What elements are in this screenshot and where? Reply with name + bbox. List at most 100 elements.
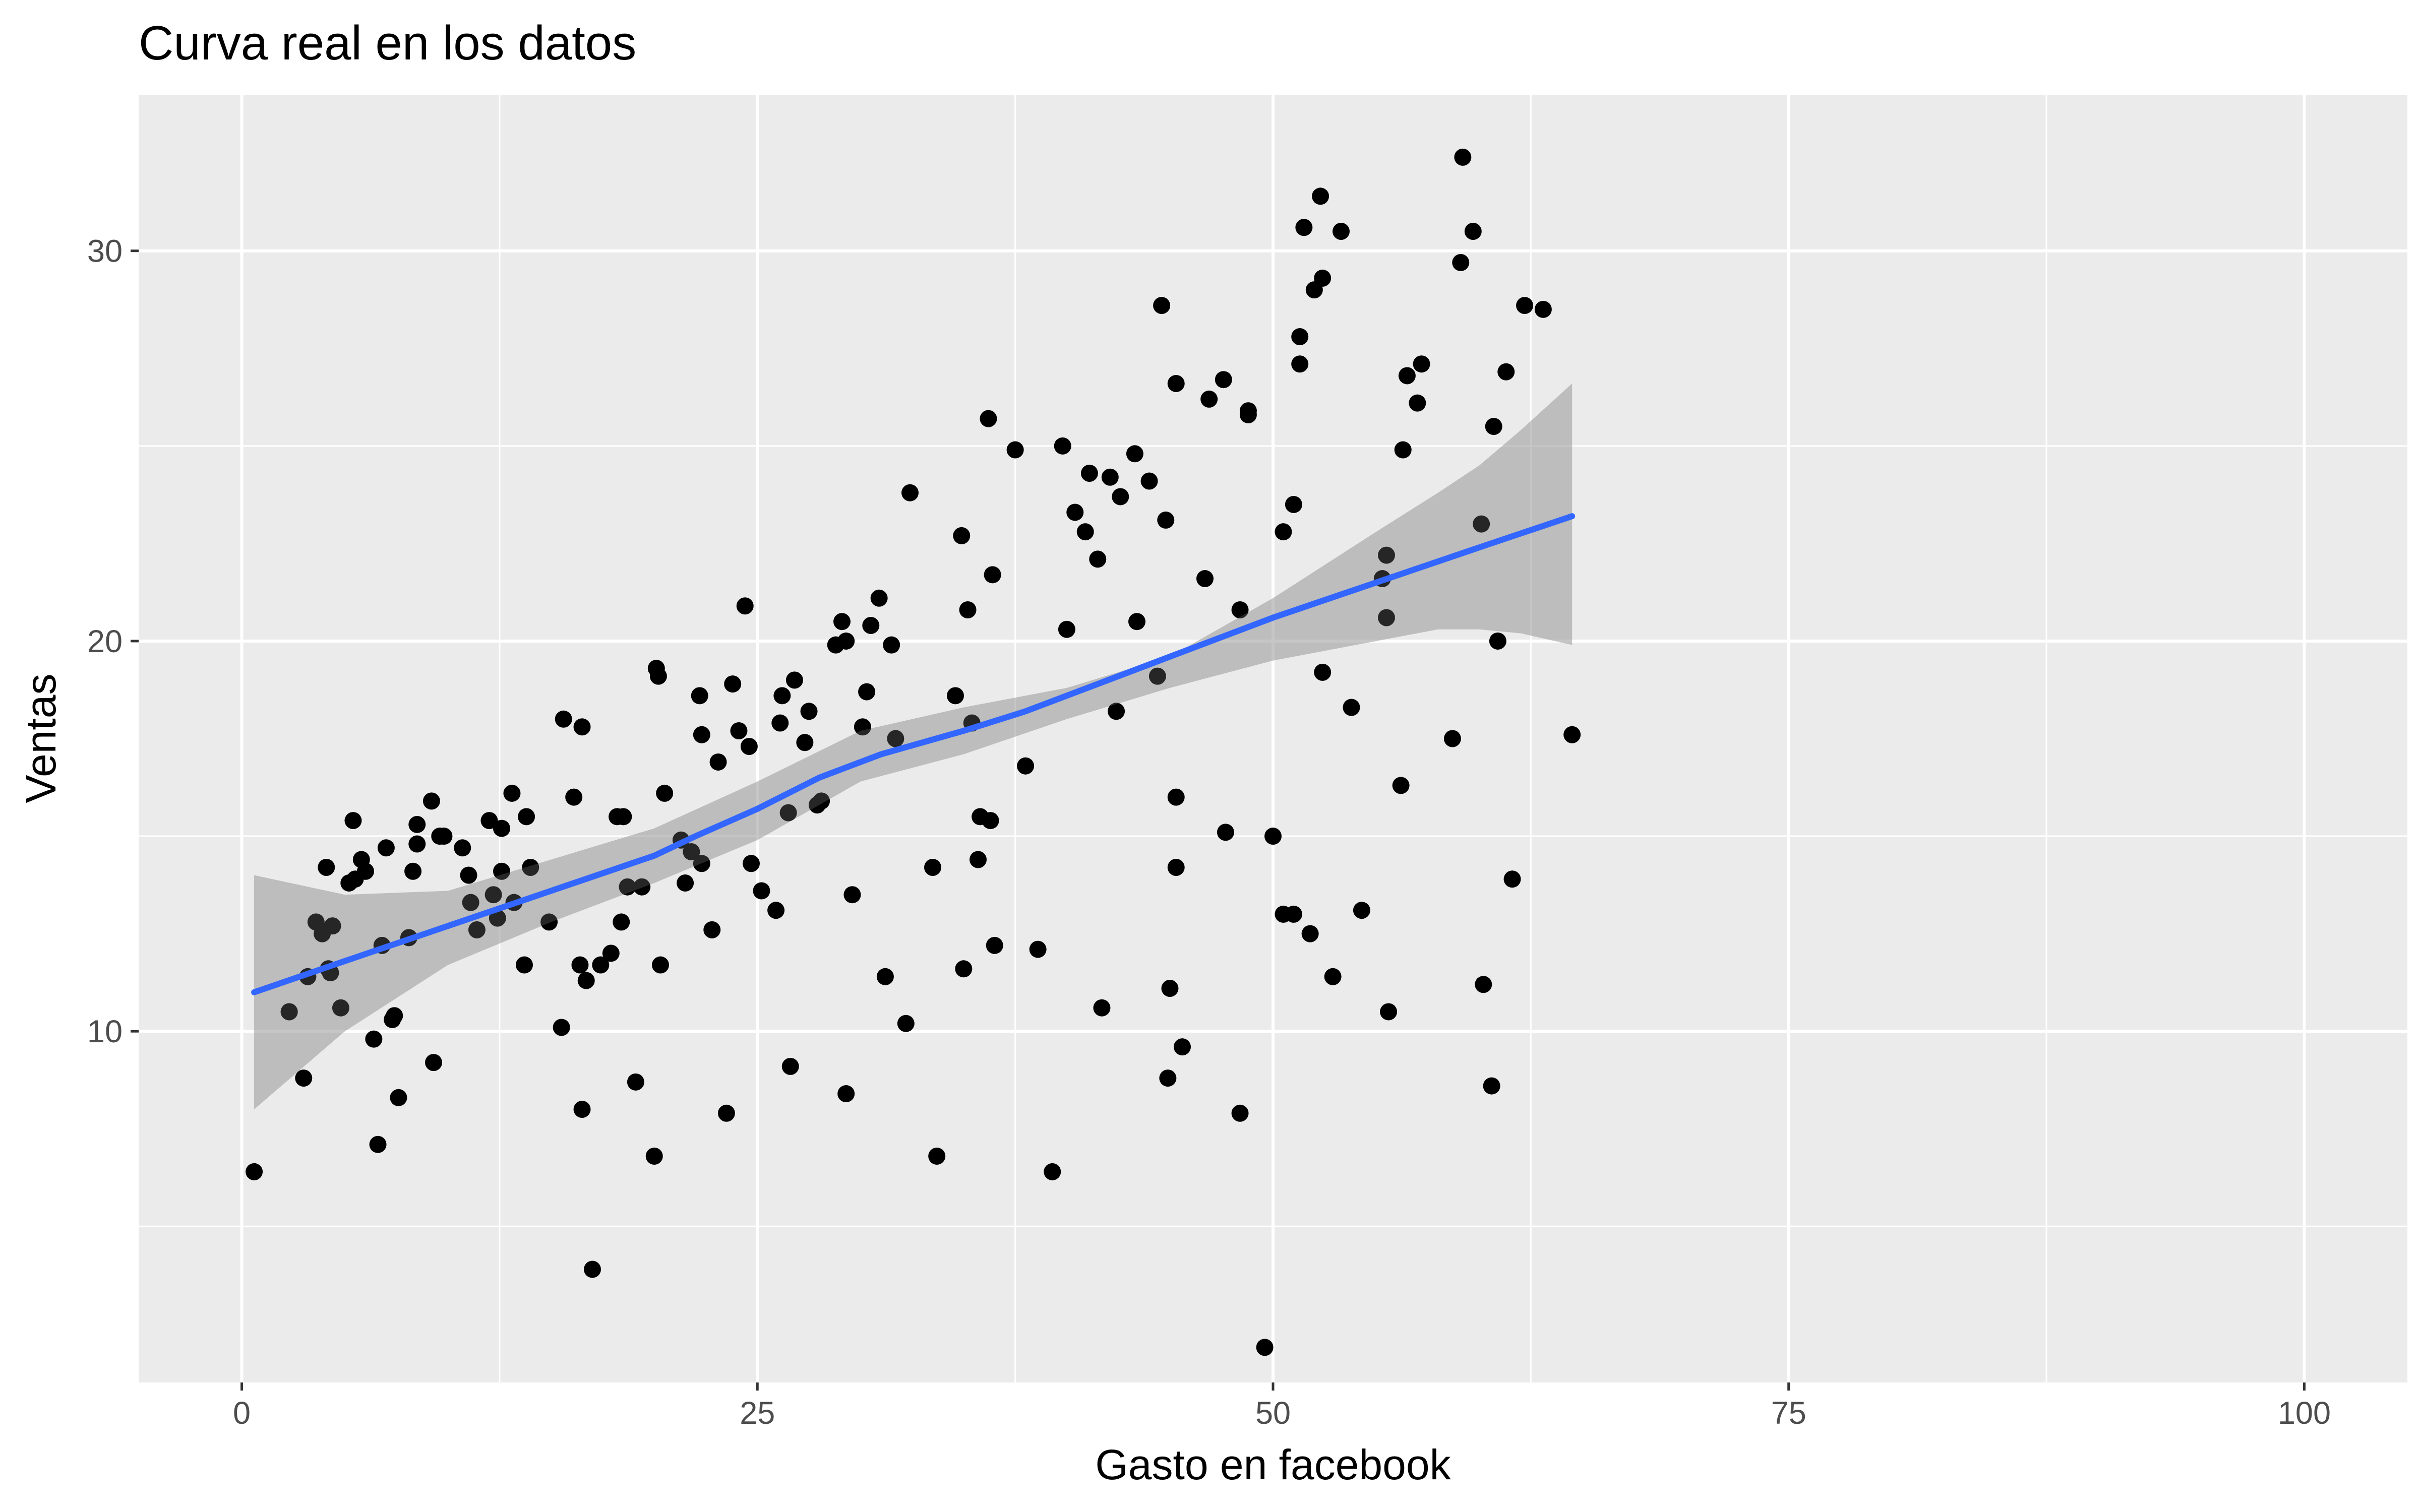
data-point — [887, 730, 904, 747]
data-point — [493, 862, 510, 880]
data-point — [1089, 550, 1107, 568]
data-point — [332, 999, 349, 1017]
data-point — [1392, 777, 1410, 794]
data-point — [854, 718, 871, 736]
data-point — [959, 601, 977, 618]
data-point — [460, 866, 477, 884]
data-point — [1409, 394, 1426, 412]
data-point — [503, 784, 521, 802]
data-point — [1503, 870, 1521, 888]
data-point — [324, 917, 341, 935]
data-point — [1066, 503, 1084, 521]
data-point — [1153, 297, 1171, 314]
data-point — [1264, 828, 1282, 845]
data-point — [1239, 402, 1257, 420]
data-point — [1285, 905, 1302, 923]
data-point — [573, 1101, 591, 1118]
data-point — [577, 972, 595, 989]
data-point — [652, 956, 669, 974]
data-point — [1006, 441, 1024, 459]
data-point — [454, 839, 471, 857]
x-axis-title: Gasto en facebook — [1095, 1441, 1451, 1488]
data-point — [344, 812, 362, 830]
data-point — [553, 1019, 570, 1036]
data-point — [883, 636, 900, 654]
data-point — [1215, 371, 1232, 389]
data-point — [1452, 254, 1470, 271]
smooth-line-path — [251, 513, 1576, 995]
data-point — [743, 855, 760, 872]
data-point — [633, 878, 651, 896]
data-point — [1489, 632, 1506, 650]
data-point — [613, 913, 630, 931]
data-point — [656, 784, 674, 802]
x-tick-label: 100 — [2278, 1396, 2331, 1431]
y-tick-label: 30 — [87, 234, 123, 269]
data-point — [767, 902, 785, 919]
data-point — [813, 792, 830, 810]
data-point — [1483, 1077, 1500, 1095]
data-point — [1054, 437, 1071, 455]
data-point — [645, 1147, 663, 1165]
data-point — [703, 921, 721, 938]
data-point — [318, 859, 335, 876]
data-point — [984, 566, 1001, 584]
data-point — [1394, 441, 1412, 459]
data-point — [425, 1054, 442, 1072]
data-point — [1413, 355, 1430, 373]
data-point — [740, 737, 758, 755]
data-point — [980, 410, 997, 427]
data-point — [1174, 1038, 1191, 1056]
data-point — [1217, 824, 1234, 841]
data-point — [1112, 488, 1129, 506]
data-point — [683, 843, 700, 861]
x-tick-label: 75 — [1771, 1396, 1806, 1431]
data-point — [408, 815, 426, 833]
data-point — [1324, 968, 1342, 985]
major-gridlines — [139, 95, 2407, 1382]
data-point — [876, 968, 894, 985]
data-point — [1231, 601, 1249, 618]
data-point — [796, 734, 814, 751]
data-point — [970, 851, 987, 868]
data-point — [691, 687, 708, 705]
data-point — [1029, 940, 1047, 958]
data-point — [928, 1147, 946, 1165]
data-point — [384, 1011, 401, 1028]
data-point — [1473, 515, 1490, 533]
data-point — [1378, 609, 1395, 626]
data-point — [246, 1163, 263, 1180]
data-point — [736, 597, 754, 615]
data-point — [779, 804, 797, 822]
data-point — [858, 683, 876, 701]
data-point — [693, 855, 710, 872]
data-point — [1231, 1104, 1249, 1122]
data-point — [870, 589, 888, 607]
data-point — [1167, 788, 1185, 806]
x-tick-label: 0 — [233, 1396, 251, 1431]
data-point — [1167, 859, 1185, 876]
data-point — [468, 921, 486, 938]
smooth-line — [251, 513, 1576, 995]
y-axis: 10 20 30 — [87, 234, 139, 1049]
data-point — [1516, 297, 1534, 314]
data-point — [1101, 468, 1119, 486]
data-point — [1314, 269, 1332, 287]
data-point — [592, 956, 610, 974]
data-point — [516, 956, 533, 974]
y-tick-label: 10 — [87, 1014, 123, 1049]
data-point — [1312, 187, 1329, 205]
data-point — [785, 671, 803, 689]
data-point — [1058, 620, 1075, 638]
data-point — [800, 703, 818, 720]
data-point — [493, 820, 510, 837]
data-point — [953, 527, 971, 544]
data-point — [647, 660, 665, 677]
data-point — [1128, 613, 1145, 631]
data-point — [724, 675, 742, 693]
data-point — [986, 936, 1003, 954]
data-point — [462, 894, 479, 911]
data-point — [404, 862, 422, 880]
data-point — [431, 828, 449, 845]
